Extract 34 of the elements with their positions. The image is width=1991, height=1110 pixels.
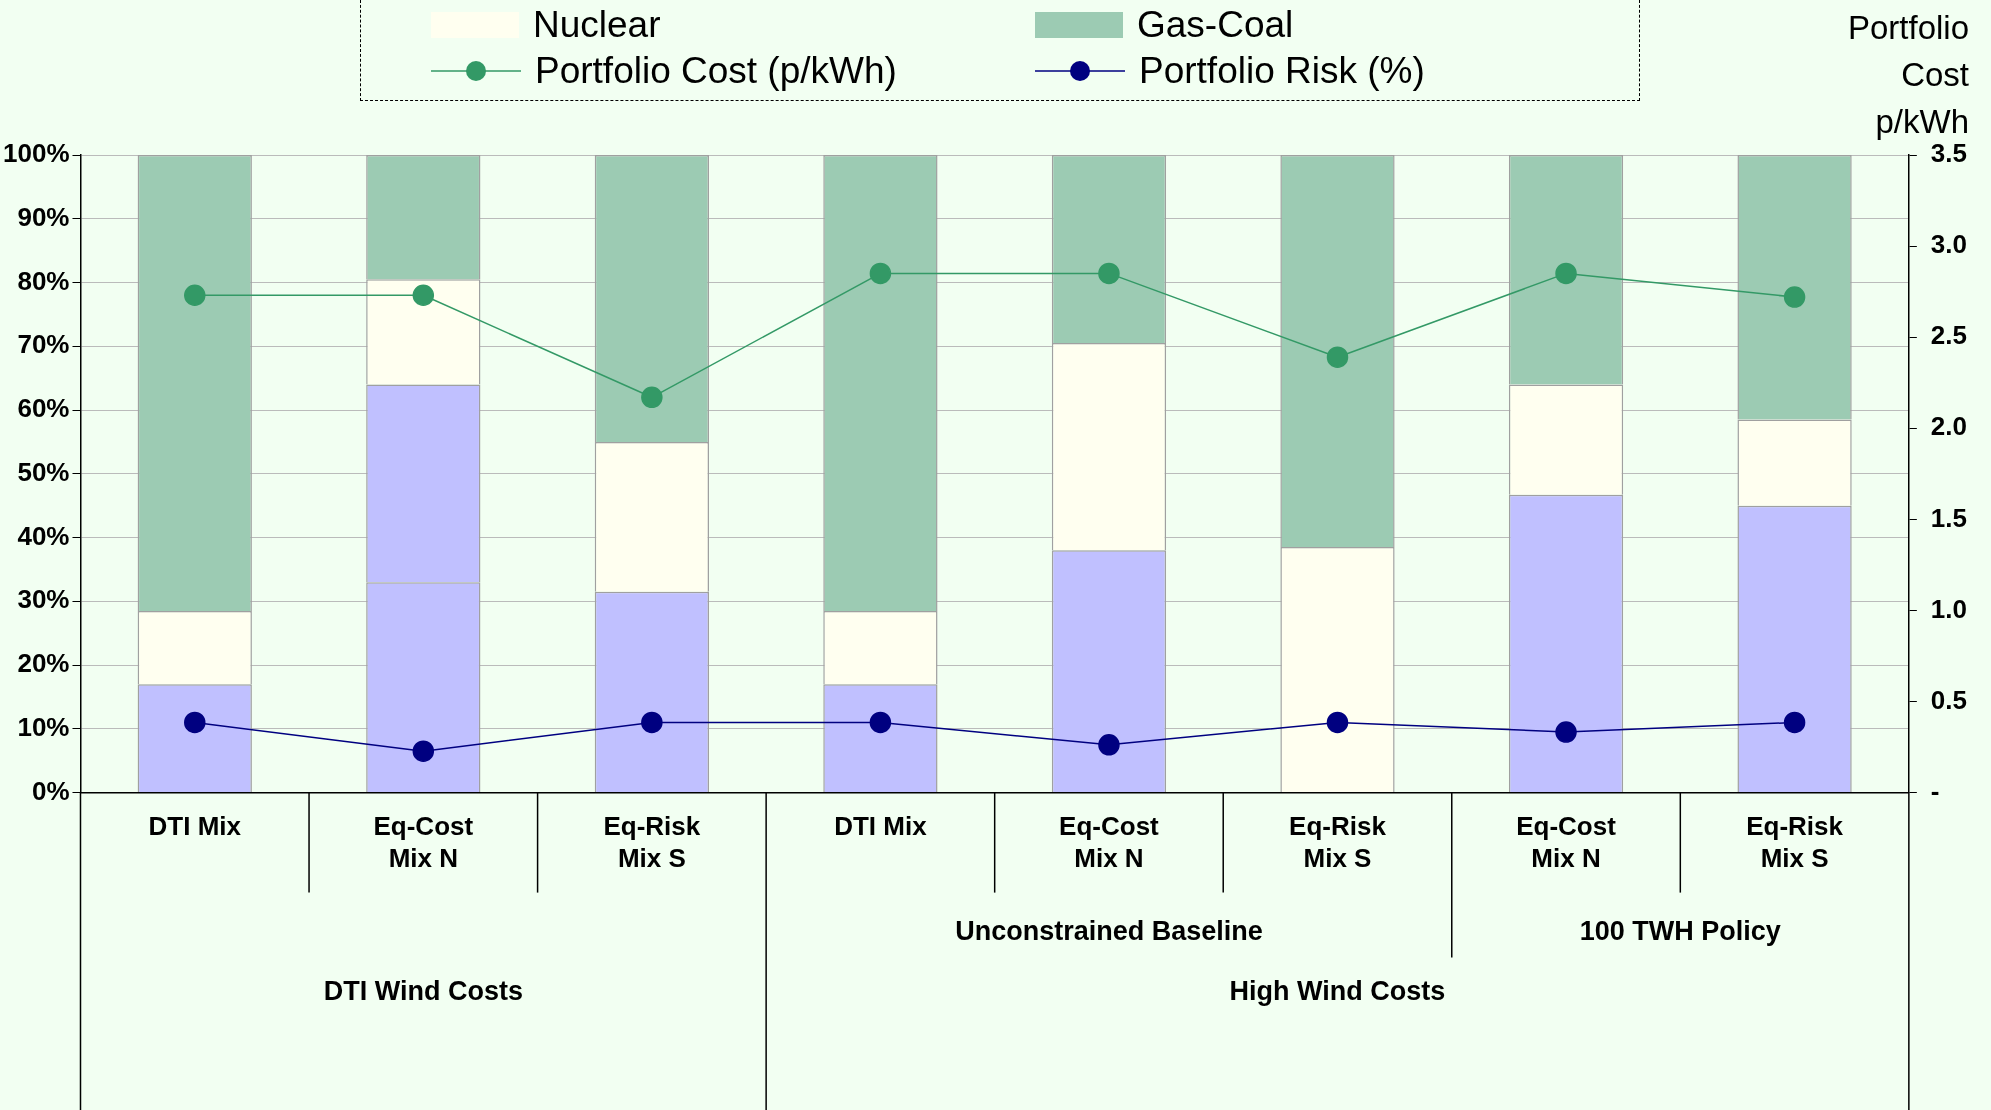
x-tick-label: DTI Mix <box>148 811 242 842</box>
y2-tick-label: 2.5 <box>1930 320 1968 351</box>
y-tick-label: 0% <box>31 775 70 806</box>
y2-tick-label: 1.0 <box>1930 593 1968 624</box>
y-tick-label: 40% <box>17 520 70 551</box>
y-tick-label: 80% <box>17 265 70 296</box>
y-tick-label: 90% <box>17 201 70 232</box>
y-tick-label: 30% <box>17 584 70 615</box>
text: Unconstrained Baseline <box>955 916 1263 947</box>
y-tick-label: 50% <box>17 456 70 487</box>
y2-tick-label: 3.0 <box>1930 229 1968 260</box>
legend-label: Gas-Coal <box>1137 3 1294 47</box>
y-tick-label: 60% <box>17 393 70 424</box>
x-tick-label: Eq-Cost Mix N <box>1059 811 1160 873</box>
text: 100 TWH Policy <box>1579 916 1781 947</box>
x-tick-label: Eq-Risk Mix S <box>603 811 701 873</box>
legend-label: Portfolio Cost (p/kWh) <box>535 49 897 93</box>
y2-tick-label: - <box>1930 775 1940 806</box>
y2-tick-label: 1.5 <box>1930 502 1968 533</box>
y-tick-label: 20% <box>17 648 70 679</box>
y2-tick-label: 0.5 <box>1930 684 1968 715</box>
legend-label: Portfolio Risk (%) <box>1139 49 1425 93</box>
legend-label: Nuclear <box>533 3 661 47</box>
x-tick-label: Eq-Cost Mix N <box>373 811 474 873</box>
x-tick-label: Eq-Cost Mix N <box>1516 811 1617 873</box>
y-tick-label: 100% <box>3 138 70 169</box>
x-tick-label: Eq-Risk Mix S <box>1746 811 1844 873</box>
x-tick-label: Eq-Risk Mix S <box>1289 811 1387 873</box>
text: DTI Wind Costs <box>323 976 523 1007</box>
x-tick-label: DTI Mix <box>834 811 928 842</box>
y2-tick-label: 2.0 <box>1930 411 1968 442</box>
text: High Wind Costs <box>1229 976 1446 1007</box>
y-tick-label: 70% <box>17 329 70 360</box>
y-tick-label: 10% <box>17 712 70 743</box>
